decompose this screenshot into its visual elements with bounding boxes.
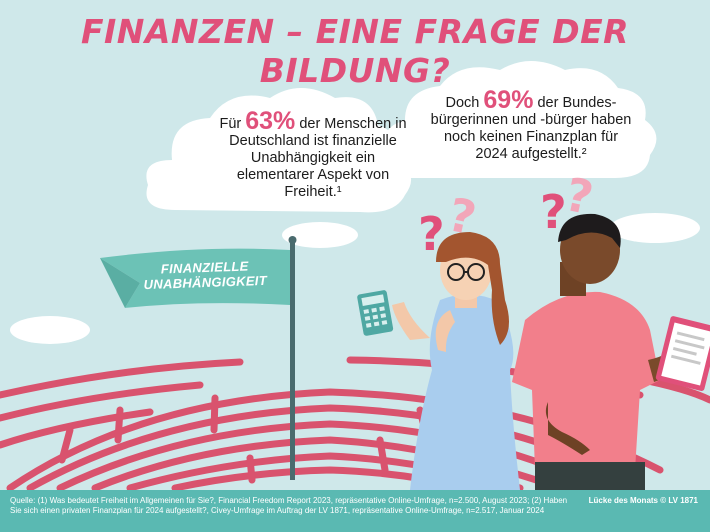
background-clouds (10, 213, 700, 344)
page-title: FINANZEN – EINE FRAGE DER BILDUNG? (80, 12, 630, 90)
stat-prefix: Doch (445, 95, 484, 111)
clipboard-icon (655, 316, 710, 391)
stat-prefix: Für (219, 116, 246, 132)
stat-body: der Bundes-bürgerinnen und -bürger haben… (430, 95, 632, 162)
stat-percentage: 63% (245, 107, 296, 135)
stat-body: der Menschen in Deutschland ist finanzie… (229, 116, 407, 200)
stat-63-text: Für 63% der Menschen in Deutschland ist … (218, 109, 408, 201)
source-note: Quelle: (1) Was bedeutet Freiheit im All… (10, 496, 568, 515)
cloud-icon (385, 61, 657, 178)
woman-figure (392, 232, 520, 490)
flag-icon (100, 236, 297, 480)
footer: Quelle: (1) Was bedeutet Freiheit im All… (0, 490, 710, 532)
calculator-icon (357, 290, 394, 336)
cloud-icon (146, 88, 412, 213)
flag-label: FINANZIELLE UNABHÄNGIGKEIT (120, 257, 291, 293)
stat-percentage: 69% (483, 86, 534, 114)
stat-69-text: Doch 69% der Bundes-bürgerinnen und -bür… (428, 88, 634, 163)
man-figure (512, 213, 690, 490)
credit: Lücke des Monats © LV 1871 (588, 496, 698, 505)
